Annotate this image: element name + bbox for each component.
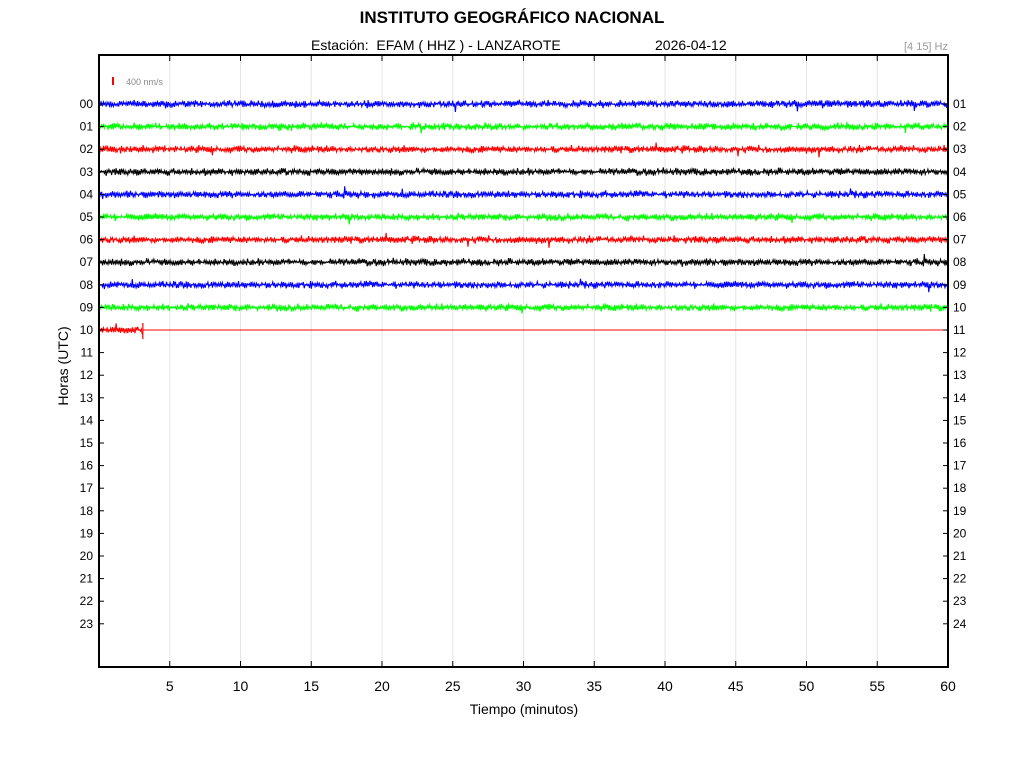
y-tick-label-left: 13 — [80, 391, 94, 405]
x-tick-label: 10 — [233, 678, 249, 694]
x-tick-label: 15 — [303, 678, 319, 694]
y-tick-label-left: 01 — [80, 120, 94, 134]
x-tick-label: 45 — [728, 678, 744, 694]
y-tick-label-right: 23 — [953, 594, 967, 608]
y-tick-label-right: 15 — [953, 413, 967, 427]
x-tick-label: 5 — [166, 678, 174, 694]
x-tick-label: 20 — [374, 678, 390, 694]
y-tick-label-left: 18 — [80, 504, 94, 518]
y-tick-label-left: 23 — [80, 617, 94, 631]
y-tick-label-left: 05 — [80, 210, 94, 224]
y-tick-label-right: 03 — [953, 142, 967, 156]
trace-hour-10 — [98, 323, 143, 335]
y-tick-label-right: 08 — [953, 255, 967, 269]
y-tick-label-left: 07 — [80, 255, 94, 269]
frequency-band-label: [4 15] Hz — [903, 41, 948, 53]
y-tick-label-right: 13 — [953, 368, 967, 382]
trace-hour-01 — [98, 121, 949, 134]
y-tick-label-left: 19 — [80, 526, 94, 540]
y-tick-label-right: 14 — [953, 391, 967, 405]
seismic-traces — [98, 98, 949, 339]
grid-lines — [169, 55, 878, 667]
y-tick-label-right: 02 — [953, 120, 967, 134]
y-tick-label-right: 05 — [953, 187, 967, 201]
y-tick-label-left: 08 — [80, 278, 94, 292]
x-tick-label: 25 — [445, 678, 461, 694]
x-tick-label: 40 — [657, 678, 673, 694]
y-tick-label-right: 10 — [953, 300, 967, 314]
y-tick-label-right: 17 — [953, 459, 967, 473]
x-tick-label: 30 — [516, 678, 532, 694]
y-tick-label-left: 11 — [81, 346, 94, 360]
y-tick-label-right: 01 — [953, 97, 967, 111]
y-tick-label-left: 16 — [80, 459, 94, 473]
y-tick-label-right: 07 — [953, 233, 967, 247]
x-tick-label: 50 — [799, 678, 815, 694]
scale-bar — [112, 77, 114, 85]
y-tick-label-right: 24 — [953, 617, 967, 631]
y-tick-label-right: 22 — [953, 572, 967, 586]
scale-label: 400 nm/s — [126, 77, 164, 87]
x-tick-label: 60 — [940, 678, 956, 694]
y-tick-label-left: 02 — [80, 142, 94, 156]
y-tick-label-left: 17 — [80, 481, 94, 495]
trace-hour-03 — [98, 166, 949, 177]
y-tick-label-left: 10 — [80, 323, 94, 337]
y-tick-label-left: 20 — [80, 549, 94, 563]
y-tick-label-left: 03 — [80, 165, 94, 179]
y-tick-label-right: 19 — [953, 504, 967, 518]
station-label: Estación: EFAM ( HHZ ) - LANZAROTE — [311, 37, 561, 53]
trace-hour-07 — [98, 254, 949, 268]
page-title: INSTITUTO GEOGRÁFICO NACIONAL — [359, 8, 665, 27]
y-tick-label-right: 18 — [953, 481, 967, 495]
y-tick-label-left: 22 — [80, 594, 94, 608]
y-tick-label-right: 16 — [953, 436, 967, 450]
y-tick-label-left: 09 — [80, 300, 94, 314]
y-tick-label-right: 04 — [953, 165, 967, 179]
y-tick-label-right: 12 — [953, 346, 967, 360]
y-tick-label-right: 06 — [953, 210, 967, 224]
y-tick-label-left: 04 — [80, 187, 94, 201]
trace-hour-04 — [98, 186, 949, 200]
y-tick-label-left: 00 — [80, 97, 94, 111]
x-tick-label: 35 — [586, 678, 602, 694]
y-tick-label-left: 12 — [80, 368, 94, 382]
axis-tick-labels: 5 10 15 20 25 30 35 40 45 50 55 60 00 01 01 02 02 03 03 04 0… — [80, 97, 967, 694]
trace-hour-09 — [98, 302, 949, 314]
y-tick-label-left: 14 — [80, 413, 94, 427]
amplitude-scale: 400 nm/s — [112, 77, 164, 87]
trace-hour-00 — [98, 98, 949, 112]
x-axis-label: Tiempo (minutos) — [470, 701, 578, 717]
y-tick-label-right: 21 — [953, 549, 967, 563]
date-label: 2026-04-12 — [655, 37, 727, 53]
trace-hour-02 — [98, 142, 949, 158]
trace-hour-06 — [98, 232, 949, 248]
y-tick-label-left: 06 — [80, 233, 94, 247]
x-tick-label: 55 — [869, 678, 885, 694]
y-axis-label: Horas (UTC) — [55, 326, 71, 405]
axis-ticks — [99, 55, 949, 667]
y-tick-label-right: 20 — [953, 526, 967, 540]
y-tick-label-left: 21 — [80, 572, 94, 586]
y-tick-label-right: 11 — [953, 323, 966, 337]
y-tick-label-left: 15 — [80, 436, 94, 450]
trace-hour-05 — [98, 211, 949, 225]
y-tick-label-right: 09 — [953, 278, 967, 292]
trace-hour-08 — [98, 278, 949, 293]
